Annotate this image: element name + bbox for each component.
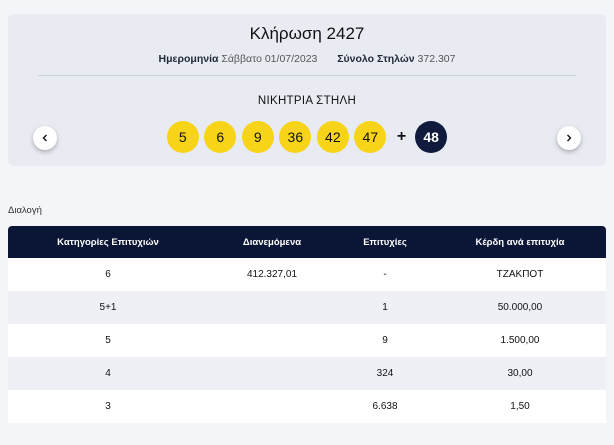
- cell-prize: 1.500,00: [500, 335, 540, 346]
- columns-label: Σύνολο Στηλών: [337, 53, 415, 65]
- columns-value: 372.307: [417, 53, 456, 65]
- bonus-ball: 48: [415, 121, 448, 153]
- chevron-right-icon: [565, 129, 573, 147]
- table-row: 4 324 30,00: [8, 357, 606, 390]
- section-label: Διαλογή: [8, 205, 42, 216]
- chevron-left-icon: [41, 129, 49, 147]
- cell-prize: 30,00: [507, 368, 533, 379]
- header-distributed: Διανεμόμενα: [242, 236, 302, 248]
- table-row: 3 6.638 1,50: [8, 390, 606, 423]
- cell-winners: 1: [382, 302, 388, 313]
- number-ball: 6: [204, 121, 237, 153]
- cell-winners: -: [383, 269, 387, 280]
- plus-sign: +: [396, 128, 407, 145]
- cell-prize: 50.000,00: [497, 302, 543, 313]
- header-winners: Επιτυχίες: [363, 236, 407, 248]
- table-row: 5+1 1 50.000,00: [8, 291, 606, 324]
- table-header: Κατηγορίες Επιτυχιών Διανεμόμενα Επιτυχί…: [8, 226, 606, 258]
- divider: [38, 75, 576, 76]
- cell-category: 6: [105, 269, 111, 280]
- cell-category: 5: [105, 335, 111, 346]
- cell-category: 3: [105, 401, 111, 412]
- cell-prize: ΤΖΑΚΠΟΤ: [496, 269, 544, 280]
- draw-card: Κλήρωση 2427 Ημερομηνία Σάββατο 01/07/20…: [8, 14, 606, 166]
- number-ball: 9: [241, 121, 274, 153]
- cell-winners: 324: [376, 368, 394, 379]
- number-ball: 47: [354, 121, 387, 153]
- number-ball: 36: [279, 121, 312, 153]
- date-label: Ημερομηνία: [158, 53, 219, 65]
- cell-winners: 6.638: [372, 401, 398, 412]
- table-row: 6 412.327,01 - ΤΖΑΚΠΟΤ: [8, 258, 606, 291]
- number-ball: 5: [166, 121, 199, 153]
- cell-category: 5+1: [99, 302, 117, 313]
- prev-draw-button[interactable]: [33, 126, 57, 150]
- cell-distributed: 412.327,01: [246, 269, 298, 280]
- winning-column-title: ΝΙΚΗΤΡΙΑ ΣΤΗΛΗ: [257, 95, 357, 107]
- cell-prize: 1,50: [510, 401, 530, 412]
- winning-numbers: 5 6 9 36 42 47 + 48: [8, 121, 606, 153]
- table-row: 5 9 1.500,00: [8, 324, 606, 357]
- header-prize: Κέρδη ανά επιτυχία: [475, 236, 565, 248]
- cell-winners: 9: [382, 335, 388, 346]
- results-table: Κατηγορίες Επιτυχιών Διανεμόμενα Επιτυχί…: [8, 226, 606, 423]
- draw-title: Κλήρωση 2427: [249, 24, 365, 43]
- header-categories: Κατηγορίες Επιτυχιών: [57, 236, 159, 248]
- next-draw-button[interactable]: [557, 126, 581, 150]
- draw-meta: Ημερομηνία Σάββατο 01/07/2023 Σύνολο Στη…: [8, 53, 606, 65]
- date-value: Σάββατο 01/07/2023: [221, 53, 318, 65]
- number-ball: 42: [316, 121, 349, 153]
- cell-category: 4: [105, 368, 111, 379]
